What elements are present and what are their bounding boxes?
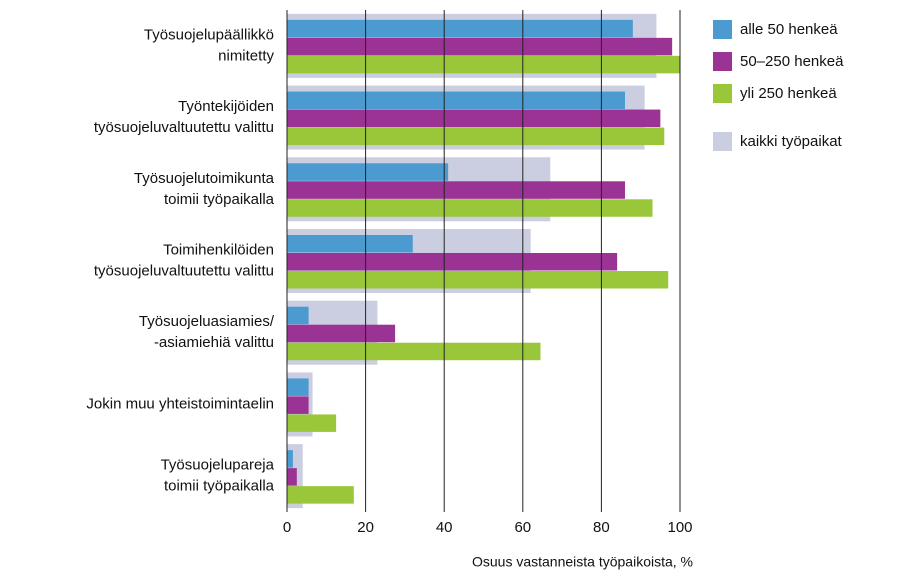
- x-axis-label: Osuus vastanneista työpaikoista, %: [472, 554, 693, 570]
- bar: [287, 271, 669, 289]
- category-label-line: Työsuojelutoimikunta: [134, 170, 275, 187]
- bar: [287, 468, 297, 486]
- bar: [287, 306, 309, 325]
- bar: [287, 55, 680, 74]
- legend-label: kaikki työpaikat: [740, 133, 843, 150]
- category-label-line: toimii työpaikalla: [164, 478, 275, 495]
- bar: [287, 396, 309, 414]
- category-label: Toimihenkilöiden työsuojeluvaltuutettu va…: [94, 241, 274, 279]
- category-label: Työsuojelutoimikunta toimii työpaikalla: [134, 170, 275, 208]
- bars: [287, 19, 680, 504]
- category-label-line: toimii työpaikalla: [164, 191, 275, 208]
- legend-swatch: [713, 132, 732, 151]
- category-label: Työntekijöiden työsuojeluvaltuutettu vali…: [94, 98, 274, 136]
- category-label-line: nimitetty: [218, 47, 274, 64]
- x-tick-label: 80: [593, 519, 610, 536]
- bar: [287, 199, 653, 217]
- bar: [287, 109, 661, 128]
- category-label-line: Työntekijöiden: [178, 98, 274, 115]
- category-label-line: työsuojeluvaltuutettu valittu: [94, 119, 274, 136]
- bar: [287, 342, 541, 361]
- category-label: Jokin muu yhteistoimintaelin: [86, 395, 274, 412]
- bar: [287, 324, 396, 343]
- legend-swatch: [713, 84, 732, 103]
- bar: [287, 414, 337, 432]
- category-label-line: Työsuojeluasiamies/: [139, 313, 275, 330]
- legend-swatch: [713, 52, 732, 71]
- bar: [287, 37, 673, 56]
- category-label: Työsuojeluasiamies/ -asiamiehiä valittu: [139, 313, 275, 351]
- category-label-line: Toimihenkilöiden: [163, 241, 274, 258]
- bar: [287, 181, 625, 199]
- x-tick-label: 40: [436, 519, 453, 536]
- category-label-line: -asiamiehiä valittu: [154, 334, 274, 351]
- category-label-line: Työsuojelupäällikkö: [144, 26, 274, 43]
- bar: [287, 450, 293, 468]
- category-label: Työsuojelupareja toimii työpaikalla: [161, 457, 275, 495]
- bar: [287, 127, 665, 146]
- bar: [287, 378, 309, 396]
- x-tick-label: 0: [283, 519, 291, 536]
- bar: [287, 163, 449, 181]
- x-tick-label: 20: [357, 519, 374, 536]
- legend-label: alle 50 henkeä: [740, 21, 838, 38]
- x-tick-label: 100: [667, 519, 692, 536]
- legend-swatch: [713, 20, 732, 39]
- bar: [287, 235, 413, 253]
- legend-label: 50–250 henkeä: [740, 53, 844, 70]
- bar: [287, 253, 618, 271]
- bar: [287, 486, 354, 504]
- bar: [287, 19, 633, 38]
- category-label: Työsuojelupäällikkö nimitetty: [144, 26, 275, 64]
- bar: [287, 91, 625, 110]
- category-label-line: Jokin muu yhteistoimintaelin: [86, 395, 274, 412]
- x-tick-label: 60: [514, 519, 531, 536]
- legend-label: yli 250 henkeä: [740, 85, 837, 102]
- category-label-line: työsuojeluvaltuutettu valittu: [94, 262, 274, 279]
- category-label-line: Työsuojelupareja: [161, 457, 275, 474]
